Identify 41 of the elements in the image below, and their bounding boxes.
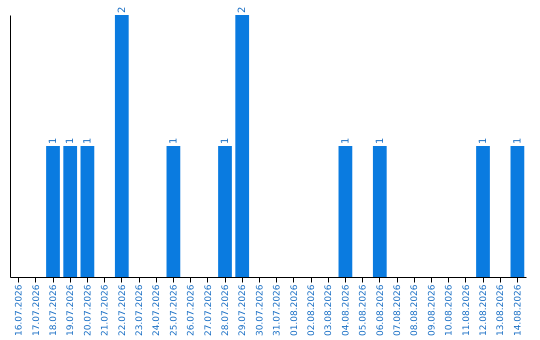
x-tick-label: 05.08.2026 <box>358 284 369 336</box>
x-tick-label: 29.07.2026 <box>238 284 248 336</box>
x-tick-label: 31.07.2026 <box>272 284 283 336</box>
x-tick-label: 09.08.2026 <box>427 284 438 336</box>
x-tick-label: 16.07.2026 <box>14 284 25 336</box>
data-label: 2 <box>237 6 248 13</box>
x-tick-label: 24.07.2026 <box>152 284 162 336</box>
x-tick-label: 22.07.2026 <box>118 284 128 336</box>
x-tick-label: 14.08.2026 <box>513 284 524 336</box>
data-label: 1 <box>48 138 59 144</box>
x-tick-label: 19.07.2026 <box>66 284 76 336</box>
x-tick-label: 02.08.2026 <box>307 284 317 336</box>
x-tick-label: 28.07.2026 <box>221 284 231 336</box>
data-label: 1 <box>65 138 76 144</box>
x-tick-label: 11.08.2026 <box>462 284 472 336</box>
x-tick-label: 17.07.2026 <box>32 284 42 336</box>
x-tick-label: 21.07.2026 <box>100 284 111 336</box>
data-label: 1 <box>220 138 231 144</box>
x-tick-label: 23.07.2026 <box>135 284 145 336</box>
data-label: 1 <box>374 138 386 144</box>
x-tick-label: 26.07.2026 <box>186 284 197 336</box>
x-tick-label: 18.07.2026 <box>49 284 59 336</box>
x-tick-label: 01.08.2026 <box>290 284 300 336</box>
data-label: 1 <box>478 138 489 144</box>
x-tick-label: 04.08.2026 <box>341 284 352 336</box>
x-tick-label: 12.08.2026 <box>479 284 489 336</box>
x-tick-label: 13.08.2026 <box>496 284 506 336</box>
x-tick-label: 10.08.2026 <box>444 284 455 336</box>
x-tick-label: 30.07.2026 <box>255 284 266 336</box>
data-label: 1 <box>168 138 180 144</box>
data-label: 2 <box>116 6 128 13</box>
x-tick-label: 08.08.2026 <box>410 284 420 336</box>
data-label: 1 <box>82 138 94 144</box>
x-tick-label: 07.08.2026 <box>393 284 403 336</box>
data-label: 1 <box>512 138 524 144</box>
x-tick-label: 20.07.2026 <box>83 284 94 336</box>
data-label: 1 <box>340 138 352 144</box>
x-tick-label: 03.08.2026 <box>324 284 334 336</box>
x-tick-label: 27.07.2026 <box>204 284 214 336</box>
x-tick-label: 06.08.2026 <box>376 284 386 336</box>
x-tick-label: 25.07.2026 <box>169 284 180 336</box>
